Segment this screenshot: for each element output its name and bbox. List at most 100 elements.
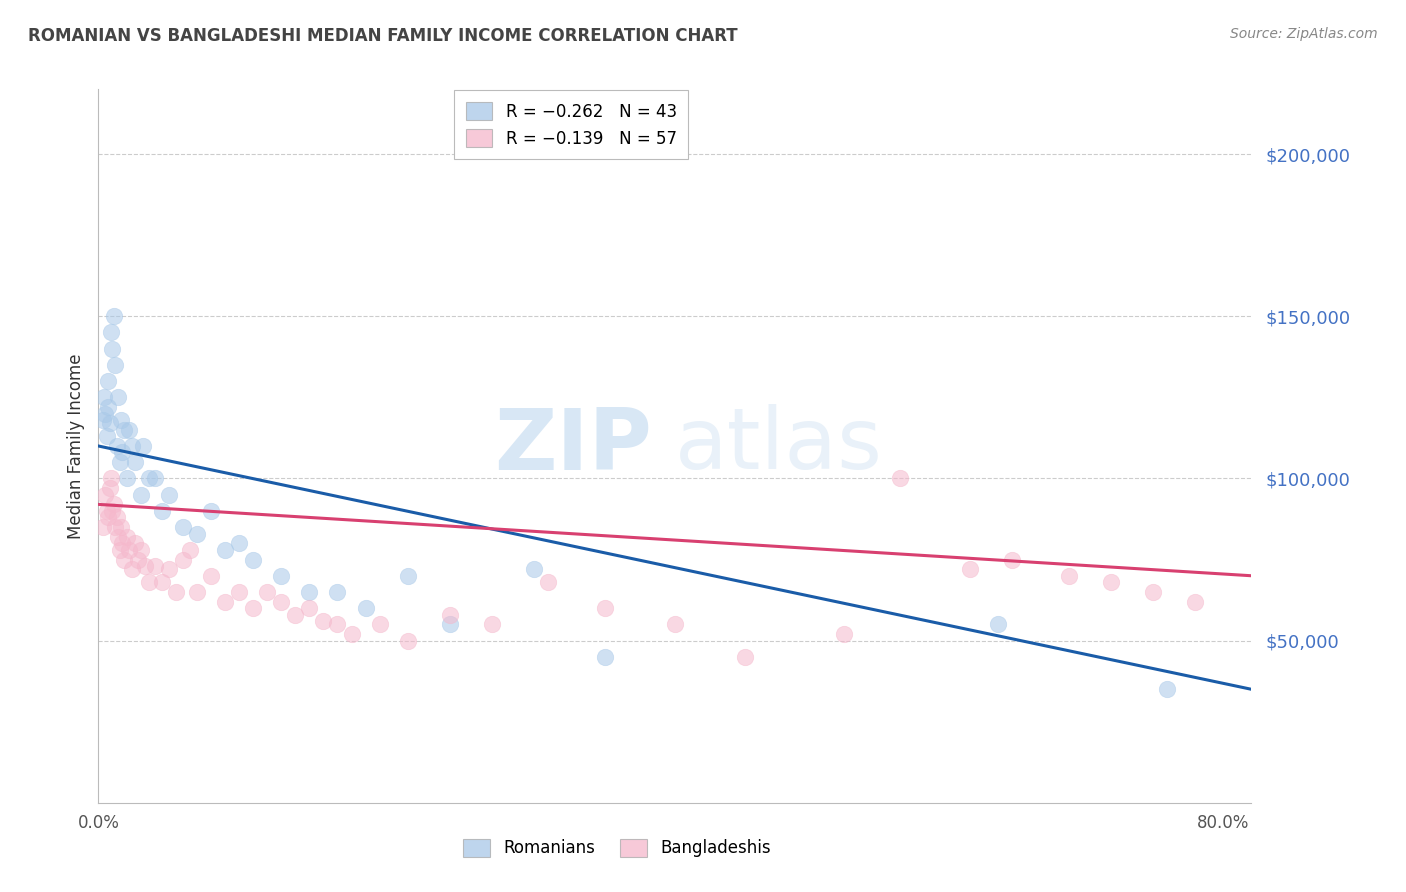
Point (200, 568, 222, 582)
Point (103, 497, 125, 511)
Point (104, 520, 127, 534)
Point (115, 471, 138, 485)
Point (298, 585, 321, 599)
Point (132, 439, 155, 453)
Point (186, 526, 208, 541)
Point (172, 552, 194, 566)
Point (121, 439, 143, 453)
Point (97, 374, 120, 388)
Point (439, 607, 461, 622)
Point (108, 542, 131, 557)
Point (105, 510, 128, 524)
Point (111, 445, 134, 459)
Point (111, 536, 134, 550)
Point (270, 568, 292, 582)
Point (298, 601, 321, 615)
Legend: Romanians, Bangladeshis: Romanians, Bangladeshis (456, 830, 779, 866)
Point (242, 552, 264, 566)
Text: Source: ZipAtlas.com: Source: ZipAtlas.com (1230, 27, 1378, 41)
Point (91, 520, 114, 534)
Point (112, 423, 135, 437)
Point (1001, 552, 1024, 566)
Point (138, 471, 160, 485)
Point (118, 542, 141, 557)
Point (129, 542, 152, 557)
Point (593, 601, 616, 615)
Point (107, 530, 129, 544)
Point (664, 617, 686, 632)
Point (91, 413, 114, 427)
Point (115, 530, 138, 544)
Point (832, 627, 855, 641)
Text: ROMANIAN VS BANGLADESHI MEDIAN FAMILY INCOME CORRELATION CHART: ROMANIAN VS BANGLADESHI MEDIAN FAMILY IN… (28, 27, 738, 45)
Point (439, 617, 461, 632)
Point (987, 617, 1010, 632)
Point (157, 488, 180, 502)
Text: atlas: atlas (675, 404, 883, 488)
Point (101, 504, 124, 518)
Point (537, 575, 560, 590)
Y-axis label: Median Family Income: Median Family Income (66, 353, 84, 539)
Point (214, 595, 236, 609)
Point (93, 390, 115, 404)
Point (94, 488, 117, 502)
Point (96, 504, 118, 518)
Point (121, 562, 143, 576)
Point (112, 552, 135, 566)
Point (179, 542, 201, 557)
Point (107, 390, 129, 404)
Point (1057, 568, 1080, 582)
Point (97, 400, 120, 414)
Point (368, 617, 391, 632)
Point (150, 504, 173, 518)
Point (889, 471, 911, 485)
Point (129, 488, 152, 502)
Point (98, 417, 121, 431)
Point (186, 585, 208, 599)
Point (98, 481, 121, 495)
Point (96, 429, 118, 443)
Point (100, 471, 122, 485)
Point (284, 607, 307, 622)
Point (165, 585, 187, 599)
Point (593, 649, 616, 664)
Point (1142, 585, 1164, 599)
Point (1184, 595, 1206, 609)
Point (1156, 682, 1178, 697)
Point (326, 617, 349, 632)
Point (523, 562, 546, 576)
Point (396, 568, 419, 582)
Point (110, 520, 132, 534)
Point (214, 542, 236, 557)
Point (157, 562, 180, 576)
Point (150, 575, 173, 590)
Point (124, 536, 146, 550)
Point (104, 358, 127, 372)
Point (228, 536, 250, 550)
Point (118, 423, 141, 437)
Point (127, 552, 149, 566)
Point (396, 633, 419, 648)
Point (108, 455, 131, 469)
Point (481, 617, 503, 632)
Point (312, 614, 335, 628)
Point (172, 520, 194, 534)
Point (326, 585, 349, 599)
Point (100, 326, 122, 340)
Point (138, 575, 160, 590)
Point (228, 585, 250, 599)
Point (143, 471, 166, 485)
Point (270, 595, 292, 609)
Point (340, 627, 363, 641)
Point (103, 310, 125, 324)
Point (242, 601, 264, 615)
Point (734, 649, 756, 664)
Point (354, 601, 377, 615)
Point (97, 510, 120, 524)
Point (256, 585, 278, 599)
Point (124, 455, 146, 469)
Point (143, 559, 166, 574)
Point (101, 342, 124, 356)
Point (959, 562, 981, 576)
Point (134, 559, 156, 574)
